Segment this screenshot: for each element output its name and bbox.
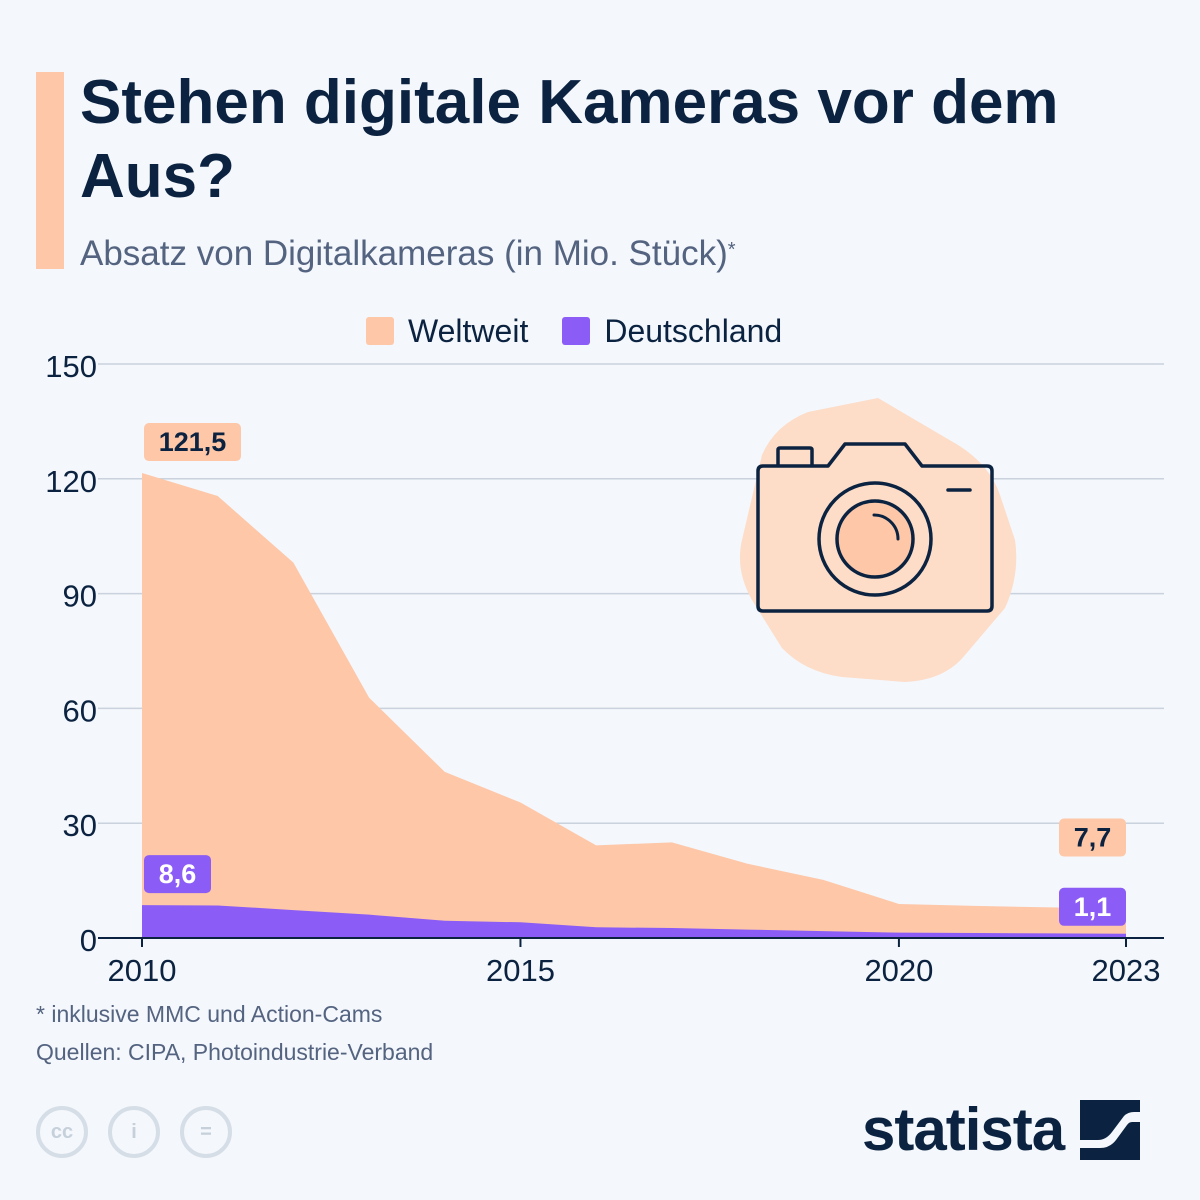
x-tick-label-2023: 2023: [1092, 953, 1161, 988]
y-tick-label-30: 30: [63, 808, 97, 843]
data-label-deutschland-2023: 1,1: [1074, 892, 1112, 922]
subtitle-footnote-marker: *: [727, 239, 736, 261]
title-accent-bar: [36, 72, 64, 269]
x-tick-label-2015: 2015: [486, 953, 555, 988]
badge-background: [1059, 887, 1126, 926]
badge-background: [144, 855, 211, 894]
value-badge-deutschland-2010: 8,6: [144, 855, 211, 894]
legend-item-weltweit: Weltweit: [366, 313, 528, 350]
chart-title: Stehen digitale Kameras vor dem Aus?: [80, 68, 1059, 211]
y-tick-label-150: 150: [45, 349, 97, 384]
subtitle-text: Absatz von Digitalkameras (in Mio. Stück…: [80, 234, 728, 273]
cc-icon[interactable]: cc: [36, 1106, 88, 1158]
chart-legend: Weltweit Deutschland: [366, 309, 816, 353]
statista-logo[interactable]: statista: [862, 1095, 1141, 1164]
legend-label-deutschland: Deutschland: [604, 312, 783, 349]
chart-subtitle: Absatz von Digitalkameras (in Mio. Stück…: [80, 230, 736, 278]
footnote: * inklusive MMC und Action-Cams: [36, 1001, 383, 1027]
y-tick-label-120: 120: [45, 464, 97, 499]
data-label-deutschland-2010: 8,6: [159, 859, 197, 889]
y-tick-label-60: 60: [63, 693, 97, 728]
area-deutschland: [142, 905, 1126, 938]
sources: Quellen: CIPA, Photoindustrie-Verband: [36, 1039, 434, 1065]
data-label-weltweit-2023: 7,7: [1074, 823, 1112, 853]
legend-item-deutschland: Deutschland: [562, 313, 782, 350]
badge-background: [144, 423, 241, 462]
legend-swatch-deutschland: [562, 317, 591, 345]
nd-icon[interactable]: =: [180, 1106, 232, 1158]
y-tick-label-0: 0: [80, 923, 97, 958]
x-tick-label-2010: 2010: [108, 953, 177, 988]
value-badges: 121,5 7,7 8,6 1,1: [144, 423, 1126, 926]
area-series: [142, 473, 1126, 938]
legend-label-weltweit: Weltweit: [408, 312, 529, 349]
camera-icon: [739, 398, 1017, 682]
brand-name: statista: [862, 1096, 1065, 1163]
y-tick-label-90: 90: [63, 579, 97, 614]
license-icons: cc i =: [36, 1106, 252, 1158]
statista-mark-icon: [1080, 1099, 1141, 1160]
area-chart: 0 30 60 90 120 150 2010 2015 2020 2023 121,5 7,7 8…: [45, 349, 1164, 988]
by-icon[interactable]: i: [108, 1106, 160, 1158]
badge-background: [1059, 818, 1126, 857]
area-weltweit: [142, 473, 1126, 938]
x-tick-label-2020: 2020: [864, 953, 933, 988]
y-axis-labels: 0 30 60 90 120 150: [45, 349, 97, 958]
value-badge-weltweit-2023: 7,7: [1059, 818, 1126, 857]
value-badge-deutschland-2023: 1,1: [1059, 887, 1126, 926]
value-badge-weltweit-2010: 121,5: [144, 423, 241, 462]
legend-swatch-weltweit: [366, 317, 394, 345]
x-axis: 2010 2015 2020 2023: [98, 937, 1164, 988]
data-label-weltweit-2010: 121,5: [159, 427, 227, 457]
